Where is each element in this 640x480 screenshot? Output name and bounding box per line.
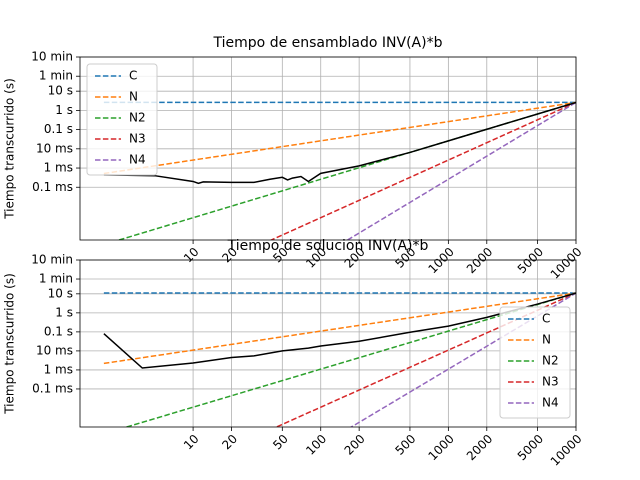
y-tick-label: 1 s xyxy=(55,305,73,319)
x-tick-label: 10 xyxy=(181,432,202,453)
series-line xyxy=(346,101,576,240)
x-tick-label: 5000 xyxy=(515,432,546,463)
legend-label: C xyxy=(129,69,137,83)
x-tick-label: 100 xyxy=(303,432,329,458)
legend-label: N2 xyxy=(129,111,146,125)
chart-title: Tiempo de ensamblado INV(A)*b xyxy=(213,35,443,51)
x-tick-label: 5000 xyxy=(515,245,546,276)
x-tick-label: 10 xyxy=(181,245,202,266)
y-tick-label: 10 ms xyxy=(36,141,73,155)
y-tick-label: 0.1 ms xyxy=(32,180,73,194)
series-line xyxy=(274,292,576,427)
series-line xyxy=(103,101,576,175)
legend-label: N4 xyxy=(542,396,559,410)
x-tick-label: 2000 xyxy=(464,432,495,463)
x-tick-label: 1000 xyxy=(425,432,456,463)
legend-label: N xyxy=(542,333,551,347)
y-tick-label: 10 min xyxy=(31,253,73,267)
legend-box xyxy=(499,306,571,419)
series-line xyxy=(103,292,576,365)
legend-label: N3 xyxy=(129,132,146,146)
legend-label: C xyxy=(542,312,550,326)
legend-label: N xyxy=(129,90,138,104)
y-axis-label: Tiempo transcurrido (s) xyxy=(3,78,17,220)
y-tick-label: 0.1 ms xyxy=(32,381,73,395)
y-tick-label: 10 ms xyxy=(36,343,73,357)
y-tick-label: 0.1 s xyxy=(44,324,73,338)
axes-frame xyxy=(79,56,577,241)
y-tick-label: 10 s xyxy=(48,286,73,300)
x-tick-label: 50 xyxy=(270,432,291,453)
series-line xyxy=(103,101,576,185)
y-tick-label: 1 s xyxy=(55,103,73,117)
series-line xyxy=(123,292,576,427)
plot-area xyxy=(103,101,576,240)
y-tick-label: 1 min xyxy=(39,272,73,286)
y-tick-label: 0.1 s xyxy=(44,122,73,136)
legend-label: N4 xyxy=(129,153,146,167)
y-tick-label: 1 ms xyxy=(44,161,73,175)
x-tick-label: 200 xyxy=(342,432,368,458)
y-tick-label: 10 s xyxy=(48,84,73,98)
y-tick-label: 1 ms xyxy=(44,362,73,376)
x-tick-label: 1000 xyxy=(425,245,456,276)
chart-title: Tiempo de solucion INV(A)*b xyxy=(227,238,429,254)
series-line xyxy=(269,101,576,240)
y-axis-label: Tiempo transcurrido (s) xyxy=(3,273,17,415)
series-line xyxy=(103,292,576,369)
y-tick-label: 10 min xyxy=(31,50,73,64)
legend-label: N3 xyxy=(542,375,559,389)
plot-area xyxy=(103,292,576,427)
x-tick-label: 500 xyxy=(392,432,418,458)
y-tick-label: 1 min xyxy=(39,69,73,83)
legend-box xyxy=(86,63,158,176)
x-tick-label: 10000 xyxy=(548,245,585,282)
x-tick-label: 10000 xyxy=(548,432,585,469)
x-tick-label: 2000 xyxy=(464,245,495,276)
axes-frame xyxy=(79,259,577,428)
legend-label: N2 xyxy=(542,354,559,368)
x-tick-label: 20 xyxy=(219,432,240,453)
